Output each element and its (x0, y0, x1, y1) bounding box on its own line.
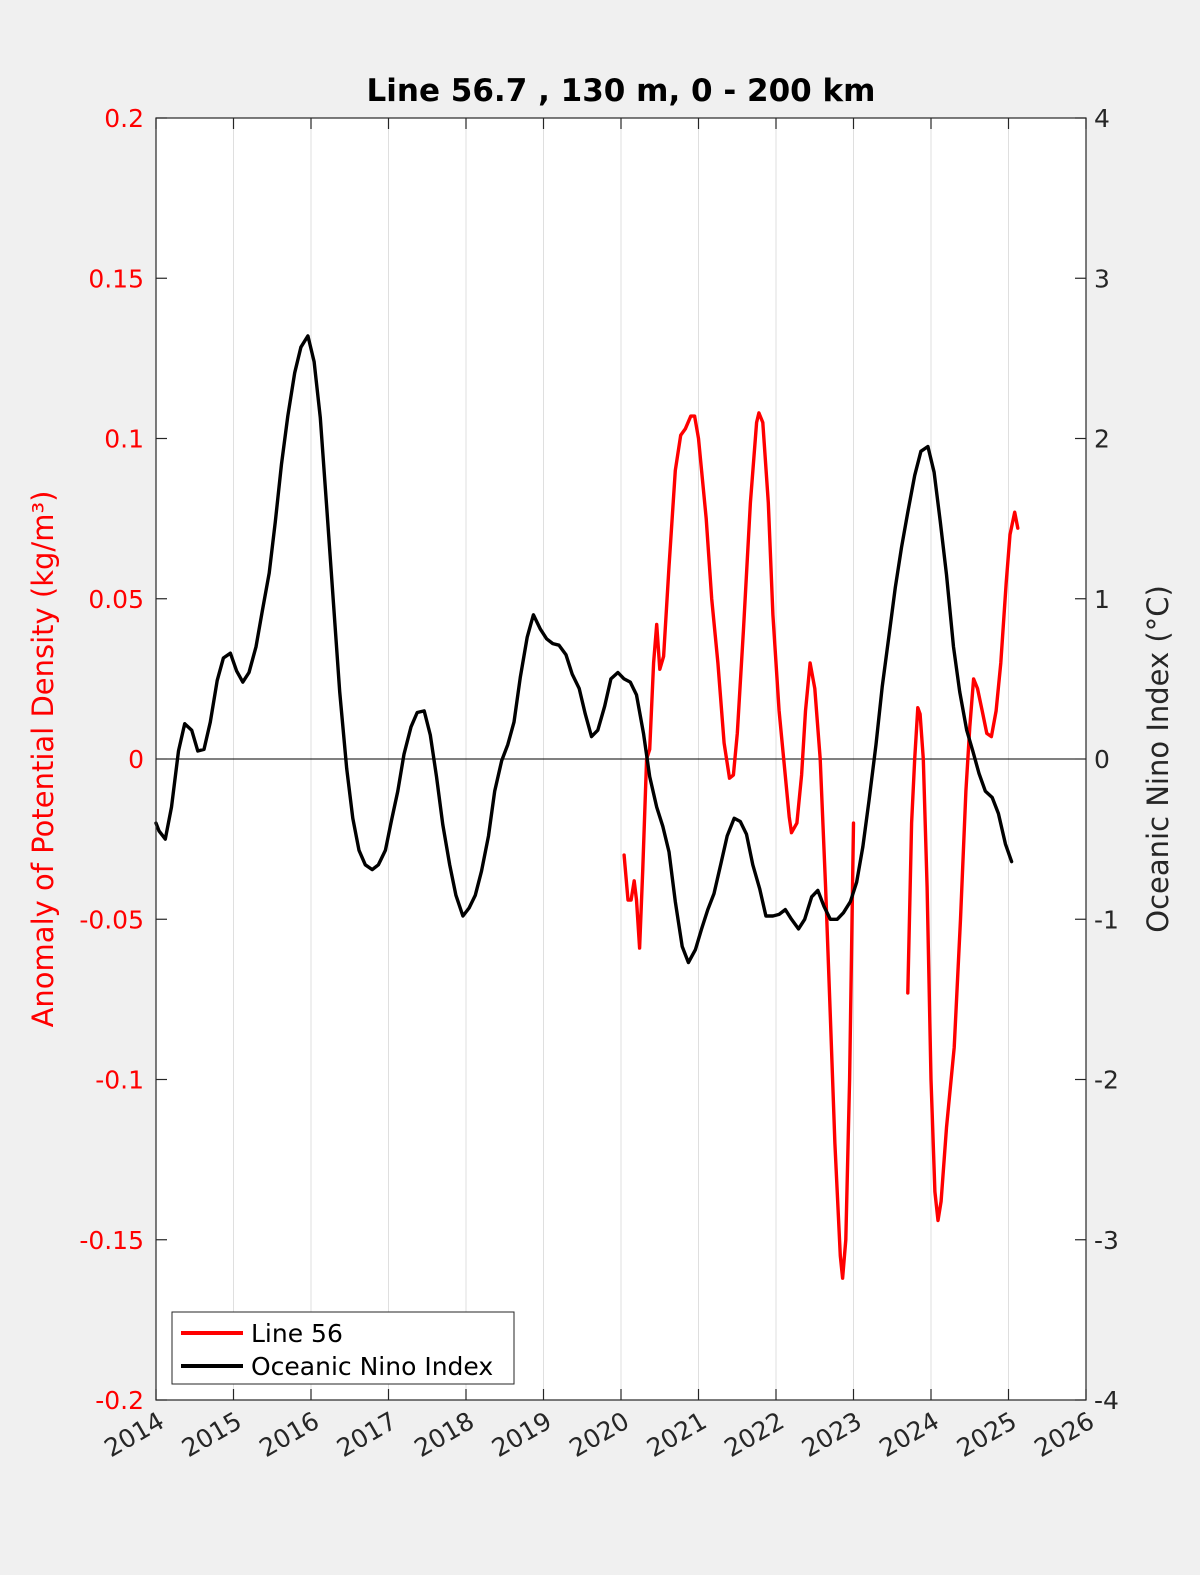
y-axis-right-label: Oceanic Nino Index (°C) (1141, 585, 1175, 933)
x-tick-label: 2018 (409, 1406, 479, 1463)
y-right-tick-label: -1 (1094, 905, 1119, 934)
series-line56-segment (906, 510, 1020, 1223)
y-right-tick-label: -2 (1094, 1066, 1119, 1095)
y-left-tick-label: 0.2 (104, 104, 144, 133)
y-right-tick-label: 1 (1094, 585, 1110, 614)
x-tick-label: 2020 (564, 1406, 634, 1463)
x-tick-label: 2017 (332, 1406, 402, 1463)
x-tick-label: 2016 (254, 1406, 324, 1463)
y-right-tick-label: -4 (1094, 1386, 1119, 1415)
x-tick-label: 2015 (177, 1406, 247, 1463)
y-left-tick-label: -0.1 (95, 1066, 144, 1095)
y-left-tick-label: 0 (128, 745, 144, 774)
y-left-tick-label: 0.05 (88, 585, 144, 614)
y-left-tick-label: -0.05 (79, 905, 144, 934)
x-tick-label: 2024 (874, 1406, 944, 1463)
x-tick-label: 2021 (642, 1406, 712, 1463)
chart-title: Line 56.7 , 130 m, 0 - 200 km (367, 73, 876, 109)
x-tick-label: 2019 (487, 1406, 557, 1463)
y-right-tick-label: 4 (1094, 104, 1110, 133)
legend-label-line56: Line 56 (251, 1319, 343, 1348)
y-right-tick-label: 0 (1094, 745, 1110, 774)
y-right-tick-label: 3 (1094, 264, 1110, 293)
x-tick-label: 2025 (952, 1406, 1022, 1463)
x-tick-label: 2023 (797, 1406, 867, 1463)
series-line56-segment (622, 411, 856, 1280)
x-tick-label: 2026 (1029, 1406, 1099, 1463)
y-axis-left-label: Anomaly of Potential Density (kg/m³) (26, 491, 60, 1028)
series-oni-line (154, 334, 1014, 965)
series-layer (154, 334, 1020, 1280)
y-left-tick-label: 0.1 (104, 425, 144, 454)
y-left-tick-label: -0.15 (79, 1226, 144, 1255)
y-left-tick-label: -0.2 (95, 1386, 144, 1415)
legend: Line 56 Oceanic Nino Index (171, 1311, 515, 1385)
legend-box (171, 1311, 515, 1385)
y-left-tick-label: 0.15 (88, 264, 144, 293)
y-right-tick-label: 2 (1094, 425, 1110, 454)
x-tick-label: 2022 (719, 1406, 789, 1463)
legend-label-oni: Oceanic Nino Index (251, 1352, 493, 1381)
y-right-tick-label: -3 (1094, 1226, 1119, 1255)
